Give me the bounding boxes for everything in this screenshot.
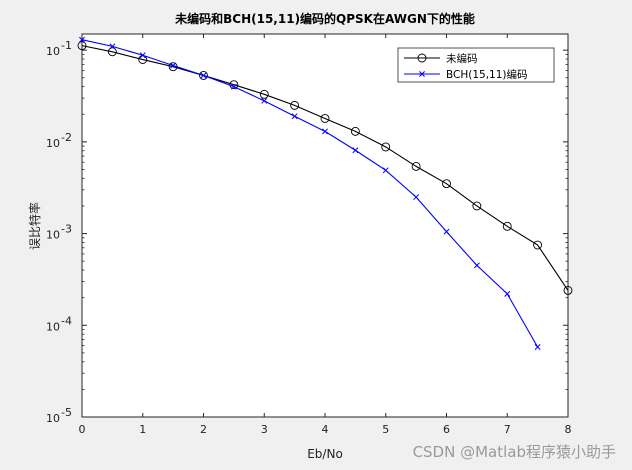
y-tick-exponent: -3: [61, 223, 72, 236]
data-point-circle: [442, 179, 451, 189]
data-point-circle: [259, 89, 269, 99]
plot-area: [81, 33, 569, 418]
y-axis-label: 误比特率: [27, 202, 42, 250]
x-tick-label: 6: [443, 423, 450, 436]
x-tick-label: 4: [322, 423, 329, 436]
data-point-x: [413, 194, 420, 201]
data-point-x: [382, 167, 389, 174]
y-tick-exponent: -1: [61, 39, 72, 52]
x-tick-label: 5: [382, 423, 389, 436]
data-point-circle: [199, 70, 208, 80]
legend-label: BCH(15,11)编码: [446, 68, 528, 81]
data-point-x: [534, 344, 541, 350]
data-point-x: [352, 147, 359, 154]
legend-marker-circle: [417, 53, 427, 63]
legend: 未编码 BCH(15,11)编码: [397, 47, 555, 83]
legend-item-1: BCH(15,11)编码: [404, 68, 528, 81]
data-point-x: [504, 290, 511, 297]
data-point-circle: [350, 126, 360, 136]
y-tick-label: 10: [46, 320, 60, 333]
y-tick-label: 10: [46, 45, 60, 58]
legend-label: 未编码: [446, 52, 478, 65]
y-tick-label: 10: [46, 229, 60, 242]
data-point-x: [139, 52, 146, 59]
data-point-circle: [563, 285, 573, 295]
x-tick-label: 0: [79, 423, 86, 436]
x-tick-label: 8: [565, 423, 572, 436]
data-point-circle: [77, 41, 87, 51]
x-tick-label: 7: [504, 423, 511, 436]
y-tick-exponent: -5: [61, 406, 72, 419]
data-point-x: [322, 128, 328, 135]
x-tick-label: 3: [261, 423, 268, 436]
data-point-circle: [472, 201, 482, 211]
y-tick-label: 10: [46, 137, 60, 150]
data-point-x: [109, 43, 116, 50]
watermark: CSDN @Matlab程序猿小助手: [412, 443, 616, 461]
series-line: [81, 39, 539, 348]
data-point-circle: [411, 161, 421, 171]
data-point-x: [170, 62, 177, 69]
data-point-x: [200, 72, 207, 79]
data-point-circle: [502, 221, 512, 231]
y-tick-label: 10: [46, 412, 60, 425]
x-axis-label: Eb/No: [307, 447, 343, 461]
series-1: [79, 36, 541, 350]
data-point-circle: [107, 47, 117, 57]
data-point-x: [473, 262, 480, 269]
x-tick-label: 2: [200, 423, 207, 436]
series-0: [77, 41, 573, 295]
legend-marker-x: [419, 71, 425, 77]
data-point-x: [261, 97, 268, 104]
data-point-circle: [381, 142, 391, 152]
x-axis-ticks: 0 1 2 3 4 5 6 7 8: [79, 34, 572, 436]
data-point-x: [79, 36, 85, 43]
y-axis-ticks: 10-110-210-310-410-5: [46, 39, 568, 425]
data-point-x: [230, 83, 237, 90]
data-point-circle: [290, 100, 300, 110]
data-point-circle: [320, 114, 330, 123]
chart-title: 未编码和BCH(15,11)编码的QPSK在AWGN下的性能: [174, 11, 475, 26]
data-point-circle: [533, 240, 543, 250]
series-line: [81, 45, 569, 291]
y-tick-exponent: -2: [61, 131, 72, 144]
x-tick-label: 1: [139, 423, 146, 436]
y-tick-exponent: -4: [61, 314, 72, 327]
data-point-x: [291, 113, 298, 120]
series-layer: [77, 36, 573, 350]
legend-item-0: 未编码: [404, 52, 478, 65]
data-point-x: [443, 228, 450, 235]
